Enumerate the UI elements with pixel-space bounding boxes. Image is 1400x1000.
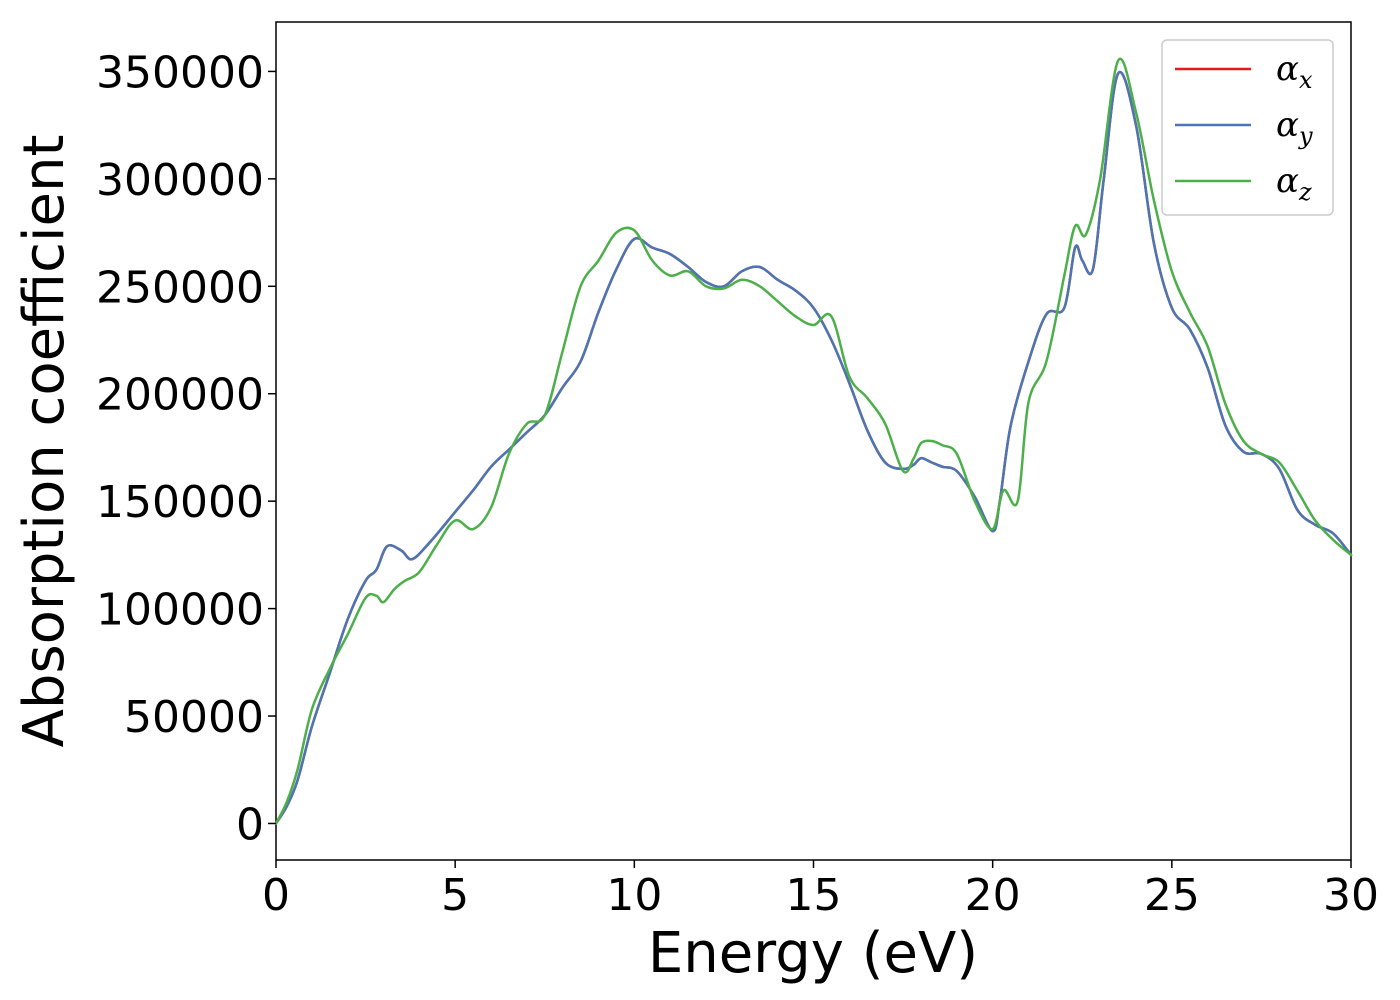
y-axis-title: Absorption coefficient	[12, 135, 77, 748]
legend-items: αx αy αz	[1175, 49, 1313, 206]
x-tick-label: 5	[441, 870, 469, 921]
y-tick-label: 50000	[124, 692, 264, 743]
legend-box	[1161, 39, 1334, 216]
y-tick-label: 200000	[96, 370, 264, 421]
x-tick-label: 10	[606, 870, 662, 921]
series-line-y	[274, 70, 1353, 825]
y-tick-label: 100000	[96, 585, 264, 636]
x-tick-label: 20	[965, 870, 1021, 921]
x-tick-label: 30	[1323, 870, 1379, 921]
y-tick-label: 300000	[96, 155, 264, 206]
series-layer	[274, 57, 1353, 825]
legend-label-z: αz	[1276, 161, 1312, 206]
y-tick-label: 350000	[96, 47, 264, 98]
y-tick-label: 250000	[96, 262, 264, 313]
y-tick-label: 150000	[96, 477, 264, 528]
legend-label-y: αy	[1276, 105, 1313, 150]
x-axis-title: Energy (eV)	[648, 921, 978, 986]
x-tick-label: 0	[262, 870, 290, 921]
x-tick-label: 25	[1144, 870, 1200, 921]
x-axis-ticks: 0 5 10 15 20 25 30	[262, 860, 1379, 921]
series-line-z	[274, 57, 1353, 825]
x-tick-label: 15	[786, 870, 842, 921]
legend: αx αy αz	[1161, 39, 1334, 216]
y-tick-label: 0	[236, 799, 264, 850]
legend-label-x: αx	[1276, 49, 1313, 94]
y-axis-ticks: 0 50000 100000 150000 200000 250000 300000 3500…	[96, 47, 276, 850]
